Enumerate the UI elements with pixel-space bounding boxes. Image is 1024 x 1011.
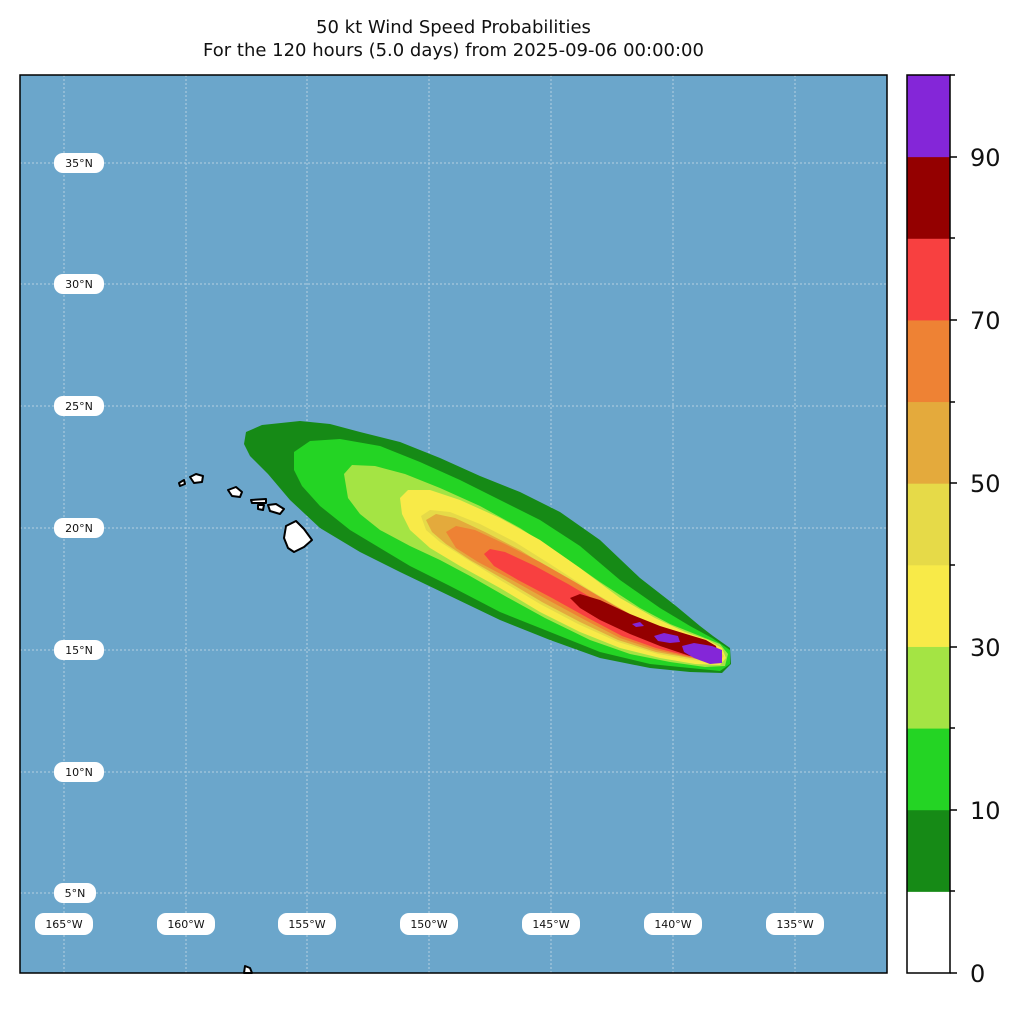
colorbar-block-0-5 <box>907 891 950 974</box>
colorbar-label-90: 90 <box>970 144 1001 172</box>
colorbar-label-70: 70 <box>970 307 1001 335</box>
colorbar <box>907 75 950 974</box>
island-hawaii <box>283 520 313 553</box>
colorbar-block-70-80 <box>907 238 950 321</box>
colorbar-block-10-20 <box>907 728 950 811</box>
svg-text:15°N: 15°N <box>65 644 93 657</box>
contour-90-100-patch-a <box>654 633 680 643</box>
island-maui <box>267 503 285 515</box>
lon-label-155w: 155°W <box>278 913 336 935</box>
svg-text:5°N: 5°N <box>65 887 86 900</box>
contour-90-100-core <box>682 643 722 664</box>
svg-text:150°W: 150°W <box>410 918 447 931</box>
lat-label-15n: 15°N <box>54 640 104 660</box>
colorbar-tick-labels: 0 10 30 50 70 90 <box>970 144 1001 988</box>
colorbar-block-90-100 <box>907 75 950 158</box>
svg-text:155°W: 155°W <box>288 918 325 931</box>
island-oahu <box>227 486 243 498</box>
lat-label-5n: 5°N <box>54 883 96 903</box>
lon-label-165w: 165°W <box>35 913 93 935</box>
colorbar-block-20-30 <box>907 646 950 729</box>
lon-label-160w: 160°W <box>157 913 215 935</box>
colorbar-block-50-60 <box>907 401 950 484</box>
lon-label-150w: 150°W <box>400 913 458 935</box>
latitude-labels: 35°N 30°N 25°N 20°N 15°N 10°N 5°N <box>54 153 104 903</box>
map-frame <box>19 74 888 974</box>
svg-text:25°N: 25°N <box>65 400 93 413</box>
colorbar-label-50: 50 <box>970 470 1001 498</box>
svg-text:10°N: 10°N <box>65 766 93 779</box>
lon-label-145w: 145°W <box>522 913 580 935</box>
svg-text:35°N: 35°N <box>65 157 93 170</box>
svg-text:135°W: 135°W <box>776 918 813 931</box>
colorbar-label-0: 0 <box>970 960 985 988</box>
island-kauai <box>189 473 204 484</box>
map-subtitle: For the 120 hours (5.0 days) from 2025-0… <box>203 40 704 61</box>
lat-label-25n: 25°N <box>54 396 104 416</box>
lon-label-135w: 135°W <box>766 913 824 935</box>
map-gridlines <box>20 75 887 973</box>
colorbar-block-30-40 <box>907 564 950 647</box>
svg-text:30°N: 30°N <box>65 278 93 291</box>
svg-text:165°W: 165°W <box>45 918 82 931</box>
probability-contours <box>244 421 731 673</box>
svg-text:20°N: 20°N <box>65 522 93 535</box>
lat-label-10n: 10°N <box>54 762 104 782</box>
island-niihau <box>178 479 186 487</box>
colorbar-block-60-70 <box>907 319 950 403</box>
contour-90-100-patch-b <box>632 622 644 627</box>
svg-text:160°W: 160°W <box>167 918 204 931</box>
island-lanai <box>257 504 265 511</box>
contour-80-90 <box>570 594 718 660</box>
colorbar-block-80-90 <box>907 156 950 239</box>
svg-text:145°W: 145°W <box>532 918 569 931</box>
svg-text:140°W: 140°W <box>654 918 691 931</box>
map-title: 50 kt Wind Speed Probabilities <box>316 17 591 38</box>
island-molokai <box>250 498 267 504</box>
longitude-labels: 165°W 160°W 155°W 150°W 145°W 140°W 135°… <box>35 913 824 935</box>
hawaiian-islands <box>178 473 313 974</box>
lat-label-30n: 30°N <box>54 274 104 294</box>
colorbar-label-30: 30 <box>970 634 1001 662</box>
colorbar-block-5-10 <box>907 809 950 892</box>
lon-label-140w: 140°W <box>644 913 702 935</box>
colorbar-frame <box>906 74 951 974</box>
colorbar-block-40-50 <box>907 483 950 566</box>
colorbar-ticks <box>950 74 957 974</box>
colorbar-label-10: 10 <box>970 797 1001 825</box>
lat-label-35n: 35°N <box>54 153 104 173</box>
lat-label-20n: 20°N <box>54 518 104 538</box>
